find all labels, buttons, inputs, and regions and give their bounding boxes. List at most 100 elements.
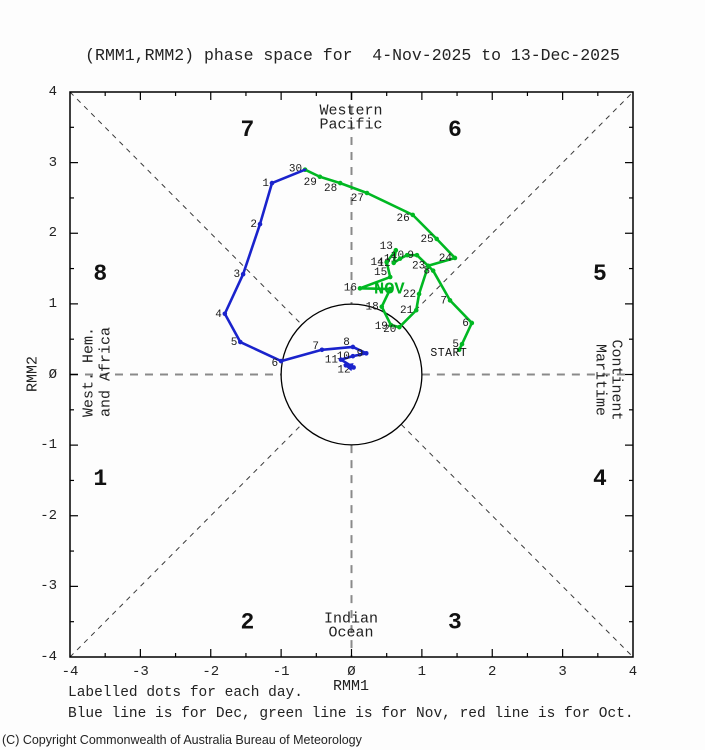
day-dot-dec-2 [257, 221, 263, 227]
y-tick-label: 3 [48, 154, 57, 171]
day-dot-nov-14 [384, 259, 389, 265]
day-label-nov-14: 14 [370, 257, 384, 269]
day-dot-nov-17 [387, 286, 393, 292]
day-dot-nov-19 [388, 322, 394, 328]
phase-number-2: 2 [240, 609, 254, 635]
day-dot-dec-10 [350, 353, 356, 359]
day-label-nov-20: 20 [383, 324, 396, 336]
day-dot-nov-10 [404, 252, 410, 258]
region-label-west-hem-line2: and Africa [97, 326, 115, 418]
x-tick-label: 4 [628, 664, 638, 680]
phase-number-4: 4 [593, 466, 607, 492]
day-dot-dec-7 [319, 347, 325, 353]
day-label-nov-23: 23 [412, 261, 425, 273]
day-dot-dec-3 [240, 271, 246, 277]
day-dot-nov-23 [425, 263, 431, 269]
x-tick-label: 2 [488, 664, 497, 680]
day-label-nov-9: 9 [407, 250, 414, 262]
day-dot-nov-20 [397, 324, 402, 330]
day-label-dec-1: 1 [262, 178, 269, 190]
day-dot-nov-8 [430, 268, 436, 273]
start-annotation: START [430, 347, 467, 360]
day-label-nov-7: 7 [440, 295, 447, 307]
day-label-nov-8: 8 [424, 266, 431, 278]
day-dot-nov-9 [414, 252, 420, 258]
y-tick-label: Ø [48, 366, 57, 383]
day-dot-dec-5 [238, 339, 243, 345]
y-tick-label: 1 [48, 295, 57, 312]
y-tick-label: -3 [40, 578, 57, 595]
day-dot-nov-15 [387, 274, 393, 280]
note-labelled-dots: Labelled dots for each day. [68, 685, 303, 701]
phase-number-7: 7 [240, 117, 254, 143]
day-label-nov-19: 19 [375, 321, 388, 333]
day-label-nov-28: 28 [324, 183, 337, 195]
day-dot-nov-25 [434, 236, 439, 242]
day-label-nov-21: 21 [400, 305, 414, 317]
trajectory-end-arrow [342, 363, 354, 372]
region-label-maritime-continent-line1: Maritime [591, 343, 609, 417]
day-dot-dec-9 [363, 351, 369, 356]
day-label-nov-5: 5 [452, 339, 459, 351]
day-label-nov-15: 15 [374, 267, 387, 279]
day-label-dec-10: 10 [337, 351, 350, 363]
x-tick-label: Ø [347, 664, 356, 680]
day-label-nov-27: 27 [351, 193, 364, 205]
day-label-nov-16: 16 [344, 282, 357, 294]
phase-number-8: 8 [93, 261, 107, 287]
day-dot-nov-28 [337, 180, 343, 186]
phase-boundary-diagonal [400, 91, 634, 325]
y-tick-label: -1 [40, 437, 57, 454]
day-dot-nov-18 [379, 304, 385, 310]
phase-boundary-diagonal [69, 424, 303, 658]
day-label-nov-22: 22 [403, 289, 416, 301]
phase-number-1: 1 [93, 466, 107, 492]
day-label-dec-11: 11 [325, 355, 339, 367]
x-tick-label: 1 [417, 664, 427, 680]
y-tick-label: 2 [48, 225, 57, 242]
day-label-nov-6: 6 [462, 318, 469, 330]
chart-title: (RMM1,RMM2) phase space for 4-Nov-2025 t… [85, 46, 620, 65]
phase-number-6: 6 [448, 117, 462, 143]
x-axis-label: RMM1 [332, 678, 370, 695]
day-dot-nov-21 [413, 307, 419, 313]
y-tick-label: -4 [40, 649, 57, 665]
note-line-colors: Blue line is for Dec, green line is for … [68, 706, 634, 722]
region-label-western-pacific-line1: Western [319, 102, 383, 120]
phase-number-3: 3 [448, 609, 462, 635]
day-label-dec-7: 7 [312, 341, 319, 353]
x-tick-label: -4 [61, 664, 79, 680]
day-label-nov-24: 24 [439, 253, 453, 265]
x-tick-label: -2 [202, 664, 220, 680]
day-dot-dec-1 [269, 180, 275, 186]
day-label-nov-18: 18 [366, 302, 379, 314]
phase-boundary-diagonal [69, 91, 303, 325]
day-dot-nov-6 [469, 320, 475, 326]
day-label-nov-25: 25 [420, 234, 433, 246]
day-label-dec-3: 3 [234, 269, 241, 281]
day-dot-nov-11 [397, 256, 403, 261]
day-label-dec-9: 9 [357, 348, 364, 360]
day-label-dec-4: 4 [215, 309, 222, 321]
day-label-nov-26: 26 [397, 213, 410, 225]
day-dot-nov-16 [357, 286, 363, 291]
day-label-dec-2: 2 [250, 219, 257, 231]
x-tick-label: -1 [272, 664, 290, 680]
region-label-maritime-continent-line2: Continent [607, 339, 625, 421]
day-label-dec-8: 8 [343, 337, 350, 349]
region-label-indian-ocean-line2: Ocean [328, 624, 374, 642]
x-tick-label: -3 [131, 664, 149, 680]
day-dot-nov-13 [393, 247, 399, 253]
region-label-indian-ocean-line1: Indian [323, 610, 379, 628]
region-label-western-pacific-line2: Pacific [319, 116, 383, 134]
day-label-nov-29: 29 [304, 177, 317, 189]
day-label-dec-6: 6 [272, 358, 279, 370]
day-dot-nov-7 [447, 298, 453, 303]
x-tick-label: 3 [558, 664, 567, 680]
day-dot-nov-12 [391, 260, 397, 266]
region-label-west-hem-line1: West. Hem. [80, 326, 98, 418]
month-annotation-nov: NOV [374, 280, 405, 299]
day-dot-dec-8 [350, 344, 356, 350]
